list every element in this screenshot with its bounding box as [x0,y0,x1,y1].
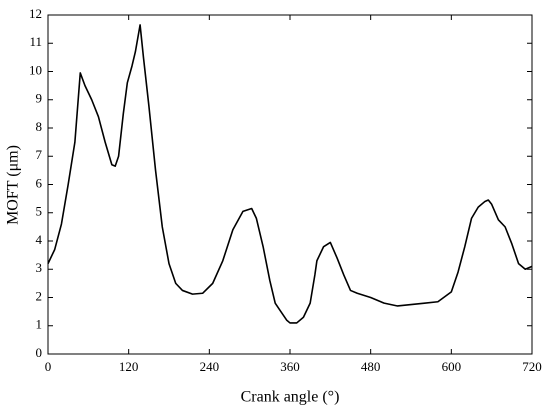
y-tick-label: 11 [29,34,42,49]
x-tick-label: 600 [442,359,462,374]
y-tick-label: 6 [36,175,43,190]
line [47,24,533,324]
y-tick-label: 12 [29,6,42,21]
x-tick-label: 240 [200,359,220,374]
x-tick-label: 480 [361,359,381,374]
y-tick-label: 10 [29,62,42,77]
y-tick-label: 4 [36,232,43,247]
y-tick-label: 8 [36,119,43,134]
y-tick-label: 1 [36,317,43,332]
y-tick-label: 9 [36,91,43,106]
y-tick-label: 3 [36,260,43,275]
y-tick-label: 5 [36,204,43,219]
plot-frame [47,14,533,355]
y-tick-label: 2 [36,288,43,303]
x-axis-label: Crank angle (°) [241,389,340,406]
y-tick-label: 0 [36,345,43,360]
y-tick-label: 7 [36,147,43,162]
y-axis-label: MOFT (μm) [5,145,22,225]
x-tick-label: 360 [280,359,300,374]
x-tick-label: 120 [119,359,139,374]
x-tick-label: 0 [45,359,52,374]
x-tick-label: 720 [522,359,542,374]
